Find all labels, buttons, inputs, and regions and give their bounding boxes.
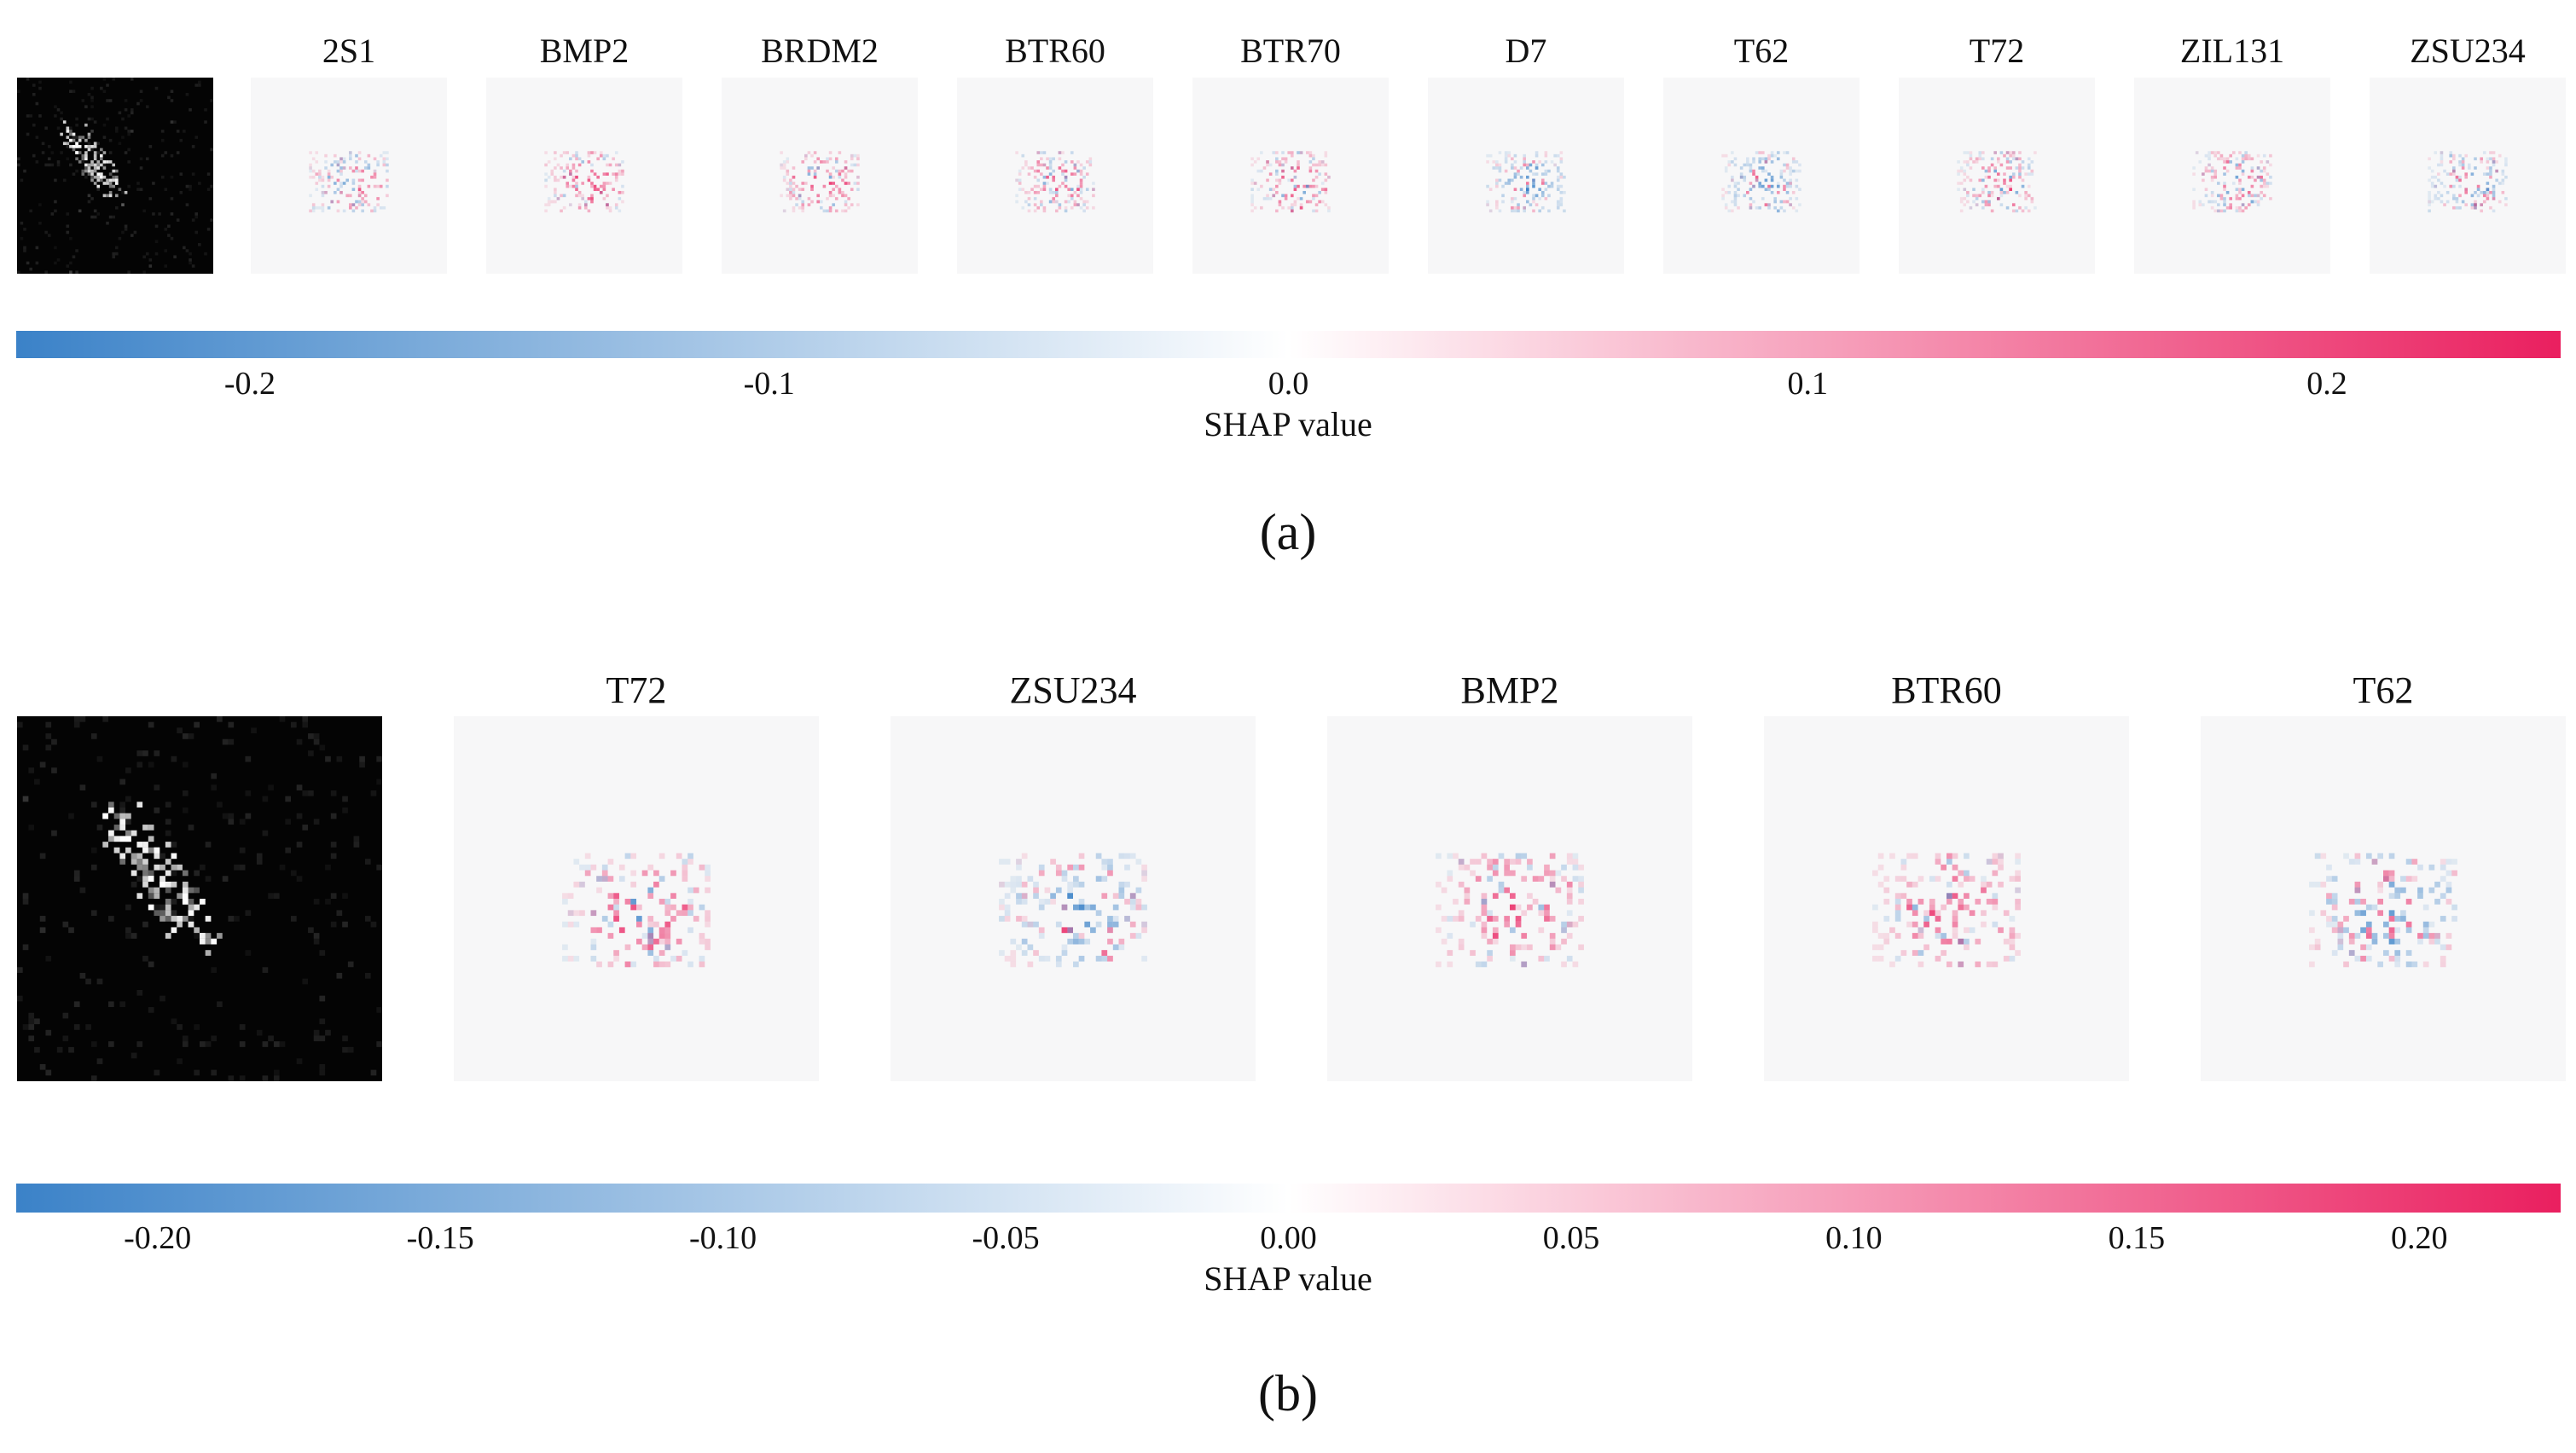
colorbar-tick: 0.00 (1260, 1220, 1317, 1256)
colorbar-ticks-a: -0.2 -0.1 0.0 0.1 0.2 (16, 365, 2561, 408)
shap-map-bmp2 (486, 78, 682, 274)
class-label-t62: T62 (1733, 32, 1790, 70)
colorbar-tick: 0.2 (2306, 366, 2347, 402)
class-label-btr60: BTR60 (1005, 32, 1105, 70)
shap-map-btr70 (1192, 78, 1389, 274)
shap-map-t72 (1899, 78, 2095, 274)
shap-map-btr60 (957, 78, 1153, 274)
shap-map-t72 (454, 716, 819, 1081)
colorbar-tick: 0.0 (1268, 366, 1309, 402)
colorbar-tick: 0.10 (1825, 1220, 1883, 1256)
colorbar-tick: -0.2 (223, 366, 276, 402)
class-label-zsu234: ZSU234 (2410, 32, 2526, 70)
shap-map-t62 (1663, 78, 1859, 274)
colorbar-ticks-b: -0.20 -0.15 -0.10 -0.05 0.00 0.05 0.10 0… (16, 1219, 2561, 1262)
colorbar-tick: 0.15 (2108, 1220, 2166, 1256)
colorbar-title-a: SHAP value (1204, 405, 1372, 443)
class-label-bmp2: BMP2 (1460, 669, 1559, 711)
subfigure-label-b: (b) (1258, 1365, 1318, 1421)
colorbar-tick: 0.20 (2391, 1220, 2448, 1256)
panel-a: 2S1 BMP2 BRDM2 BTR60 BTR70 D7 T62 T72 ZI… (0, 0, 2576, 597)
shap-map-btr60 (1764, 716, 2129, 1081)
shap-map-d7 (1428, 78, 1624, 274)
class-label-t72: T72 (606, 669, 667, 711)
class-label-t62: T62 (2353, 669, 2414, 711)
input-sar-image-a (17, 78, 213, 274)
panel-b: T72 ZSU234 BMP2 BTR60 T62 -0.20 -0.15 -0… (0, 640, 2576, 1453)
shap-map-2s1 (251, 78, 447, 274)
colorbar-tick: -0.10 (689, 1220, 757, 1256)
class-label-btr60: BTR60 (1891, 669, 2002, 711)
shap-map-bmp2 (1327, 716, 1692, 1081)
colorbar-tick: 0.1 (1787, 366, 1829, 402)
class-label-zsu234: ZSU234 (1009, 669, 1137, 711)
class-label-t72: T72 (1969, 32, 2025, 70)
shap-map-zsu234 (2370, 78, 2566, 274)
colorbar-tick: 0.05 (1542, 1220, 1600, 1256)
shap-map-zil131 (2134, 78, 2330, 274)
colorbar-tick: -0.05 (972, 1220, 1040, 1256)
colorbar-title-b: SHAP value (1204, 1259, 1372, 1298)
subfigure-label-a: (a) (1259, 504, 1317, 560)
colorbar-tick: -0.20 (124, 1220, 192, 1256)
shap-map-brdm2 (722, 78, 918, 274)
colorbar-tick: -0.1 (743, 366, 795, 402)
class-label-d7: D7 (1505, 32, 1547, 70)
colorbar-b (16, 1184, 2561, 1213)
class-label-brdm2: BRDM2 (761, 32, 879, 70)
colorbar-a (16, 331, 2561, 358)
shap-map-zsu234 (891, 716, 1256, 1081)
colorbar-tick: -0.15 (406, 1220, 474, 1256)
class-label-zil131: ZIL131 (2179, 32, 2285, 70)
input-sar-image-b (17, 716, 382, 1081)
shap-map-t62 (2201, 716, 2566, 1081)
class-label-2s1: 2S1 (322, 32, 376, 70)
class-label-btr70: BTR70 (1240, 32, 1341, 70)
class-label-bmp2: BMP2 (539, 32, 629, 70)
